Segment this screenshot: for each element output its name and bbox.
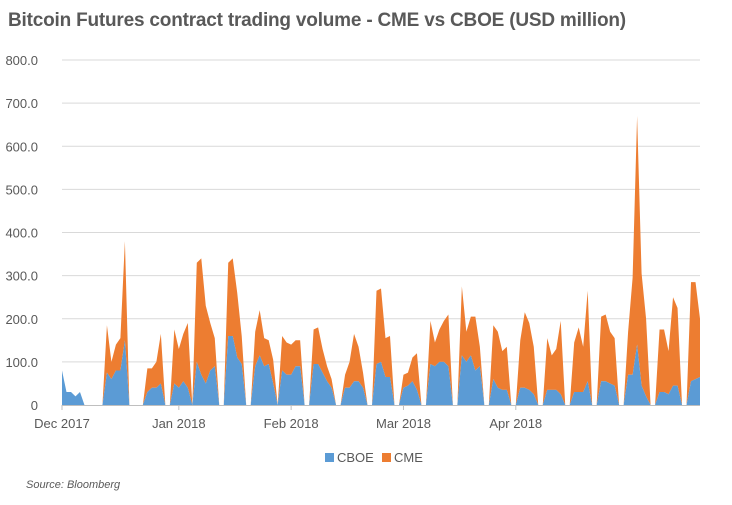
y-tick-label: 200.0 <box>5 312 38 327</box>
x-tick-label: Feb 2018 <box>264 416 319 431</box>
series-area-cboe <box>62 336 700 405</box>
legend: CBOE CME <box>325 450 423 465</box>
y-tick-label: 800.0 <box>5 53 38 68</box>
y-tick-label: 300.0 <box>5 269 38 284</box>
x-tick-label: Mar 2018 <box>376 416 431 431</box>
source-note: Source: Bloomberg <box>26 479 121 491</box>
y-tick-label: 500.0 <box>5 182 38 197</box>
legend-swatch-cboe <box>325 453 334 462</box>
x-tick-label: Apr 2018 <box>489 416 542 431</box>
chart-title: Bitcoin Futures contract trading volume … <box>8 10 626 31</box>
x-tick-label: Dec 2017 <box>34 416 90 431</box>
y-tick-label: 700.0 <box>5 96 38 111</box>
series-area-cme <box>62 116 700 405</box>
y-tick-label: 0 <box>31 398 38 413</box>
legend-label-cme: CME <box>394 450 423 465</box>
legend-label-cboe: CBOE <box>337 450 374 465</box>
y-tick-label: 100.0 <box>5 355 38 370</box>
legend-swatch-cme <box>382 453 391 462</box>
x-tick-label: Jan 2018 <box>152 416 206 431</box>
y-tick-label: 600.0 <box>5 139 38 154</box>
y-tick-label: 400.0 <box>5 226 38 241</box>
